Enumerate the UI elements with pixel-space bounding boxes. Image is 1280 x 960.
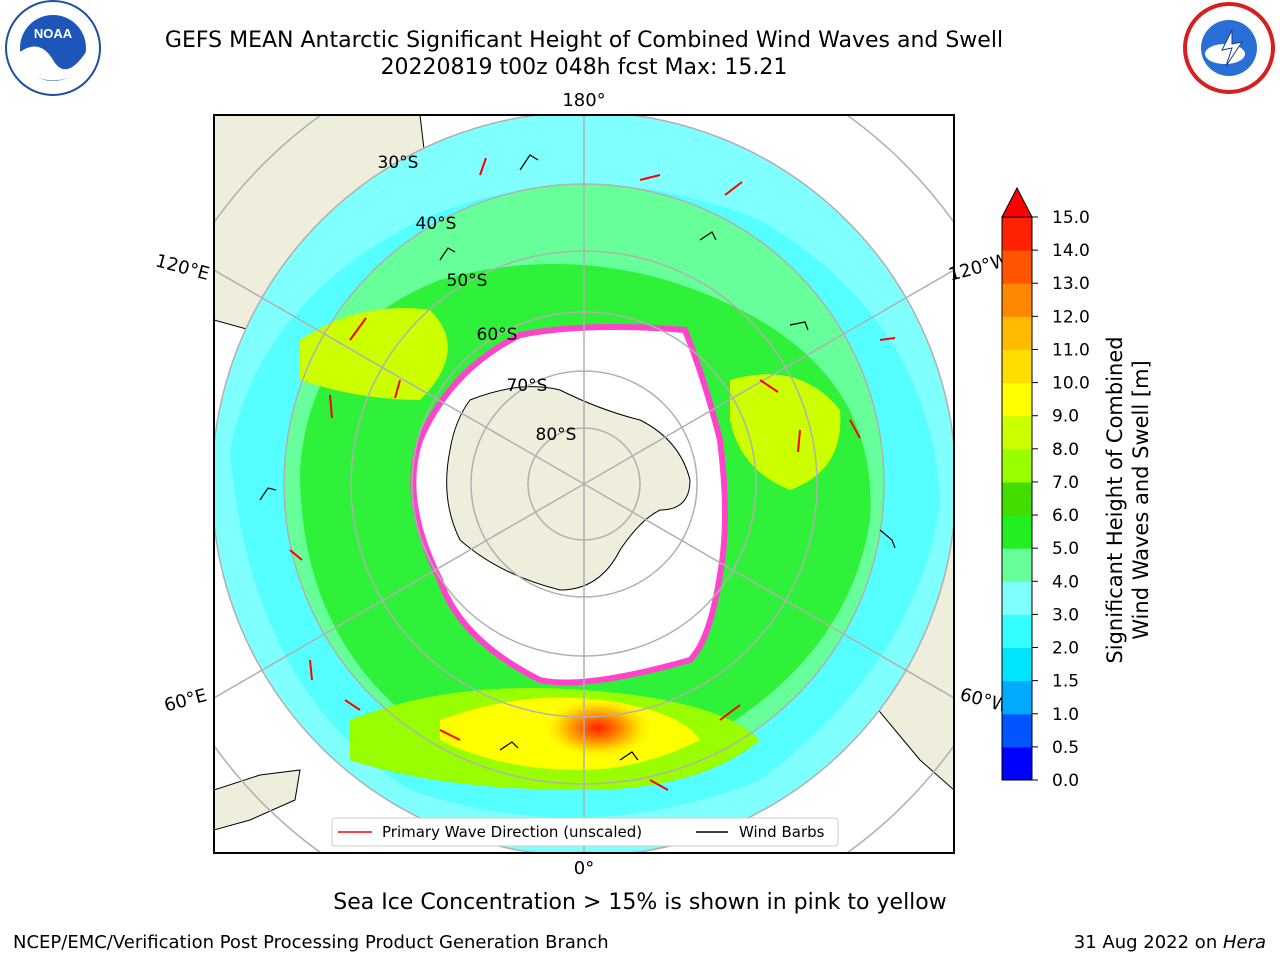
lat-label-60s: 60°S — [477, 325, 518, 345]
colorbar-tick-label: 4.0 — [1052, 572, 1079, 592]
colorbar-band — [1002, 283, 1032, 317]
colorbar-tick-label: 2.0 — [1052, 639, 1079, 659]
colorbar-tick-label: 11.0 — [1052, 340, 1090, 360]
chart-title: GEFS MEAN Antarctic Significant Height o… — [164, 28, 1004, 53]
colorbar-band — [1002, 614, 1032, 649]
colorbar-band — [1002, 217, 1032, 251]
colorbar-tick-label: 3.0 — [1052, 605, 1079, 625]
date-text: 31 Aug 2022 on — [1073, 932, 1223, 953]
colorbar-band — [1002, 316, 1032, 350]
lon-label-120w: 120°W — [946, 250, 1011, 286]
lat-label-50s: 50°S — [447, 271, 488, 291]
map-frame — [213, 114, 955, 854]
lon-label-180: 180° — [562, 90, 605, 111]
colorbar-tick-label: 6.0 — [1052, 506, 1079, 526]
credit-text: NCEP/EMC/Verification Post Processing Pr… — [13, 932, 609, 953]
colorbar-band — [1002, 349, 1032, 384]
colorbar-tick-label: 14.0 — [1052, 241, 1090, 261]
lon-label-60e: 60°E — [162, 685, 209, 716]
colorbar-tick-label: 5.0 — [1052, 539, 1079, 559]
svg-text:NOAA: NOAA — [34, 26, 73, 41]
colorbar-band — [1002, 481, 1032, 516]
colorbar-band — [1002, 581, 1032, 615]
south-africa-land — [214, 769, 301, 831]
colorbar-band — [1002, 746, 1032, 781]
antarctica-land — [446, 386, 691, 591]
colorbar: 15.0 14.0 13.0 12.0 11.0 10.0 9.0 8.0 7.0 6.0 5.0 4… — [1001, 186, 1090, 791]
colorbar-band — [1002, 515, 1032, 549]
primary-wave-legend-label: Primary Wave Direction (unscaled) — [382, 823, 642, 841]
machine-name: Hera — [1222, 932, 1266, 953]
colorbar-band — [1002, 382, 1032, 417]
colorbar-tick-label: 8.0 — [1052, 440, 1079, 460]
colorbar-tick-label: 0.0 — [1052, 771, 1079, 791]
colorbar-band — [1002, 647, 1032, 682]
colorbar-tick-label: 1.0 — [1052, 705, 1079, 725]
colorbar-tick-label: 13.0 — [1052, 274, 1090, 294]
colorbar-band — [1002, 713, 1032, 748]
sea-ice-note: Sea Ice Concentration > 15% is shown in … — [333, 890, 947, 915]
lon-label-120e: 120°E — [153, 250, 211, 284]
colorbar-band — [1002, 415, 1032, 450]
colorbar-band — [1002, 548, 1032, 582]
chart-subtitle: 20220819 t00z 048h fcst Max: 15.21 — [380, 55, 788, 80]
lat-label-30s: 30°S — [378, 153, 419, 173]
lat-label-40s: 40°S — [416, 214, 457, 234]
colorbar-tick-label: 12.0 — [1052, 307, 1090, 327]
colorbar-extend-triangle — [1001, 186, 1033, 218]
map-legend: Primary Wave Direction (unscaled) Wind B… — [331, 817, 839, 847]
wind-barbs — [259, 154, 896, 761]
colorbar-band — [1002, 680, 1032, 715]
noaa-logo: NOAA — [5, 0, 101, 96]
colorbar-title-line2: Wind Waves and Swell [m] — [1129, 360, 1153, 640]
colorbar-band — [1002, 250, 1032, 284]
yellow-green-east — [730, 374, 841, 490]
graticule — [214, 115, 954, 853]
yellow-green-north — [300, 308, 448, 400]
colorbar-tick-label: 1.5 — [1052, 672, 1079, 692]
wave-direction-arrows — [289, 157, 896, 791]
map-area — [214, 115, 954, 853]
colorbar-title-line1: Significant Height of Combined — [1103, 336, 1127, 664]
lat-label-80s: 80°S — [536, 425, 577, 445]
lat-label-70s: 70°S — [507, 376, 548, 396]
colorbar-tick-label: 9.0 — [1052, 407, 1079, 427]
colorbar-tick-label: 0.5 — [1052, 738, 1079, 758]
lon-label-0: 0° — [574, 858, 594, 879]
date-stamp: 31 Aug 2022 on Hera — [1074, 932, 1266, 953]
colorbar-tick-label: 7.0 — [1052, 473, 1079, 493]
colorbar-tick-label: 10.0 — [1052, 374, 1090, 394]
colorbar-tick-label: 15.0 — [1052, 208, 1090, 228]
nws-logo — [1183, 2, 1275, 94]
max-wave-area — [543, 698, 653, 758]
colorbar-band — [1002, 448, 1032, 483]
wind-barbs-legend-label: Wind Barbs — [739, 823, 825, 841]
